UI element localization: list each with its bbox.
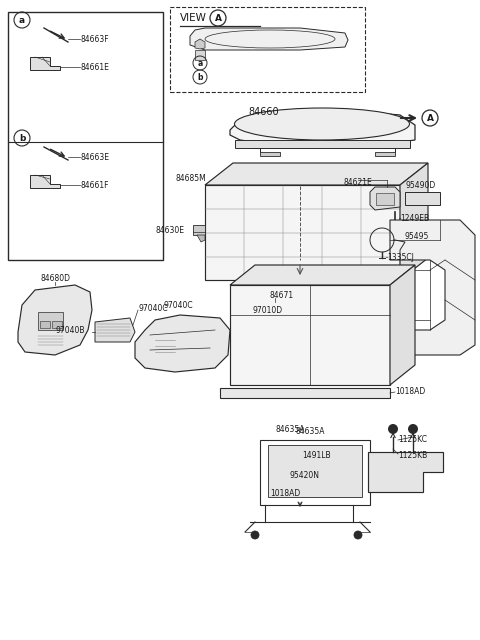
- Polygon shape: [205, 185, 400, 280]
- Circle shape: [408, 424, 418, 434]
- Text: 1125KB: 1125KB: [398, 451, 427, 461]
- Text: 84663E: 84663E: [80, 152, 109, 161]
- Circle shape: [388, 424, 398, 434]
- Text: 1125KC: 1125KC: [398, 435, 427, 445]
- Text: A: A: [427, 113, 433, 122]
- Polygon shape: [195, 50, 205, 60]
- Text: VIEW: VIEW: [180, 13, 207, 23]
- Text: 1249EB: 1249EB: [400, 214, 429, 223]
- Text: 95490D: 95490D: [406, 180, 436, 189]
- Text: 84680D: 84680D: [40, 273, 70, 282]
- Text: 97040B: 97040B: [55, 326, 84, 335]
- Circle shape: [283, 468, 287, 472]
- Polygon shape: [230, 285, 390, 385]
- Circle shape: [343, 468, 347, 472]
- Polygon shape: [30, 57, 60, 70]
- Text: a: a: [19, 15, 25, 24]
- Polygon shape: [250, 148, 280, 156]
- Text: 97010D: 97010D: [253, 305, 283, 314]
- Polygon shape: [220, 175, 370, 185]
- Polygon shape: [195, 39, 205, 49]
- Polygon shape: [390, 220, 475, 355]
- Text: 1335CJ: 1335CJ: [387, 253, 414, 262]
- Polygon shape: [220, 388, 390, 398]
- Text: 84630E: 84630E: [155, 225, 184, 234]
- Polygon shape: [375, 148, 395, 156]
- Polygon shape: [230, 110, 415, 144]
- Polygon shape: [405, 192, 440, 205]
- Polygon shape: [30, 175, 60, 188]
- Bar: [38, 312, 63, 330]
- Circle shape: [251, 531, 259, 539]
- Polygon shape: [230, 265, 415, 285]
- Polygon shape: [193, 225, 205, 235]
- Text: 84663F: 84663F: [80, 35, 108, 44]
- Text: 1018AD: 1018AD: [270, 488, 300, 497]
- Text: b: b: [197, 72, 203, 81]
- Text: 84685M: 84685M: [175, 173, 206, 182]
- Bar: [260, 440, 370, 505]
- Polygon shape: [190, 28, 348, 50]
- Polygon shape: [368, 452, 443, 492]
- Text: 1018AD: 1018AD: [395, 387, 425, 397]
- Polygon shape: [135, 315, 230, 372]
- Text: 1491LB: 1491LB: [302, 451, 331, 460]
- Bar: [8, 12, 163, 260]
- Polygon shape: [400, 163, 428, 280]
- Polygon shape: [390, 265, 415, 385]
- Bar: [40, 321, 50, 328]
- Text: 84661F: 84661F: [80, 180, 108, 189]
- Text: 95420N: 95420N: [290, 470, 320, 479]
- Polygon shape: [95, 318, 135, 342]
- Ellipse shape: [235, 108, 409, 140]
- Text: 97040C: 97040C: [138, 303, 168, 312]
- Text: 97040C: 97040C: [163, 301, 193, 310]
- Polygon shape: [197, 235, 205, 242]
- Text: 84671: 84671: [270, 291, 294, 300]
- Polygon shape: [205, 163, 428, 185]
- Circle shape: [354, 531, 362, 539]
- Text: 84661E: 84661E: [80, 63, 109, 72]
- Text: 95495: 95495: [405, 232, 430, 241]
- Text: 84635A: 84635A: [295, 428, 325, 436]
- Polygon shape: [235, 140, 410, 148]
- Polygon shape: [370, 187, 400, 210]
- Text: a: a: [197, 58, 203, 67]
- Text: A: A: [215, 13, 221, 22]
- Text: 84660: 84660: [248, 107, 278, 117]
- Polygon shape: [268, 445, 362, 497]
- Polygon shape: [18, 285, 92, 355]
- Text: 84621E: 84621E: [344, 177, 372, 186]
- Text: 84635A: 84635A: [275, 426, 305, 435]
- Bar: [376, 193, 394, 205]
- Bar: [52, 321, 62, 328]
- Bar: [170, 7, 365, 92]
- Text: b: b: [19, 134, 25, 143]
